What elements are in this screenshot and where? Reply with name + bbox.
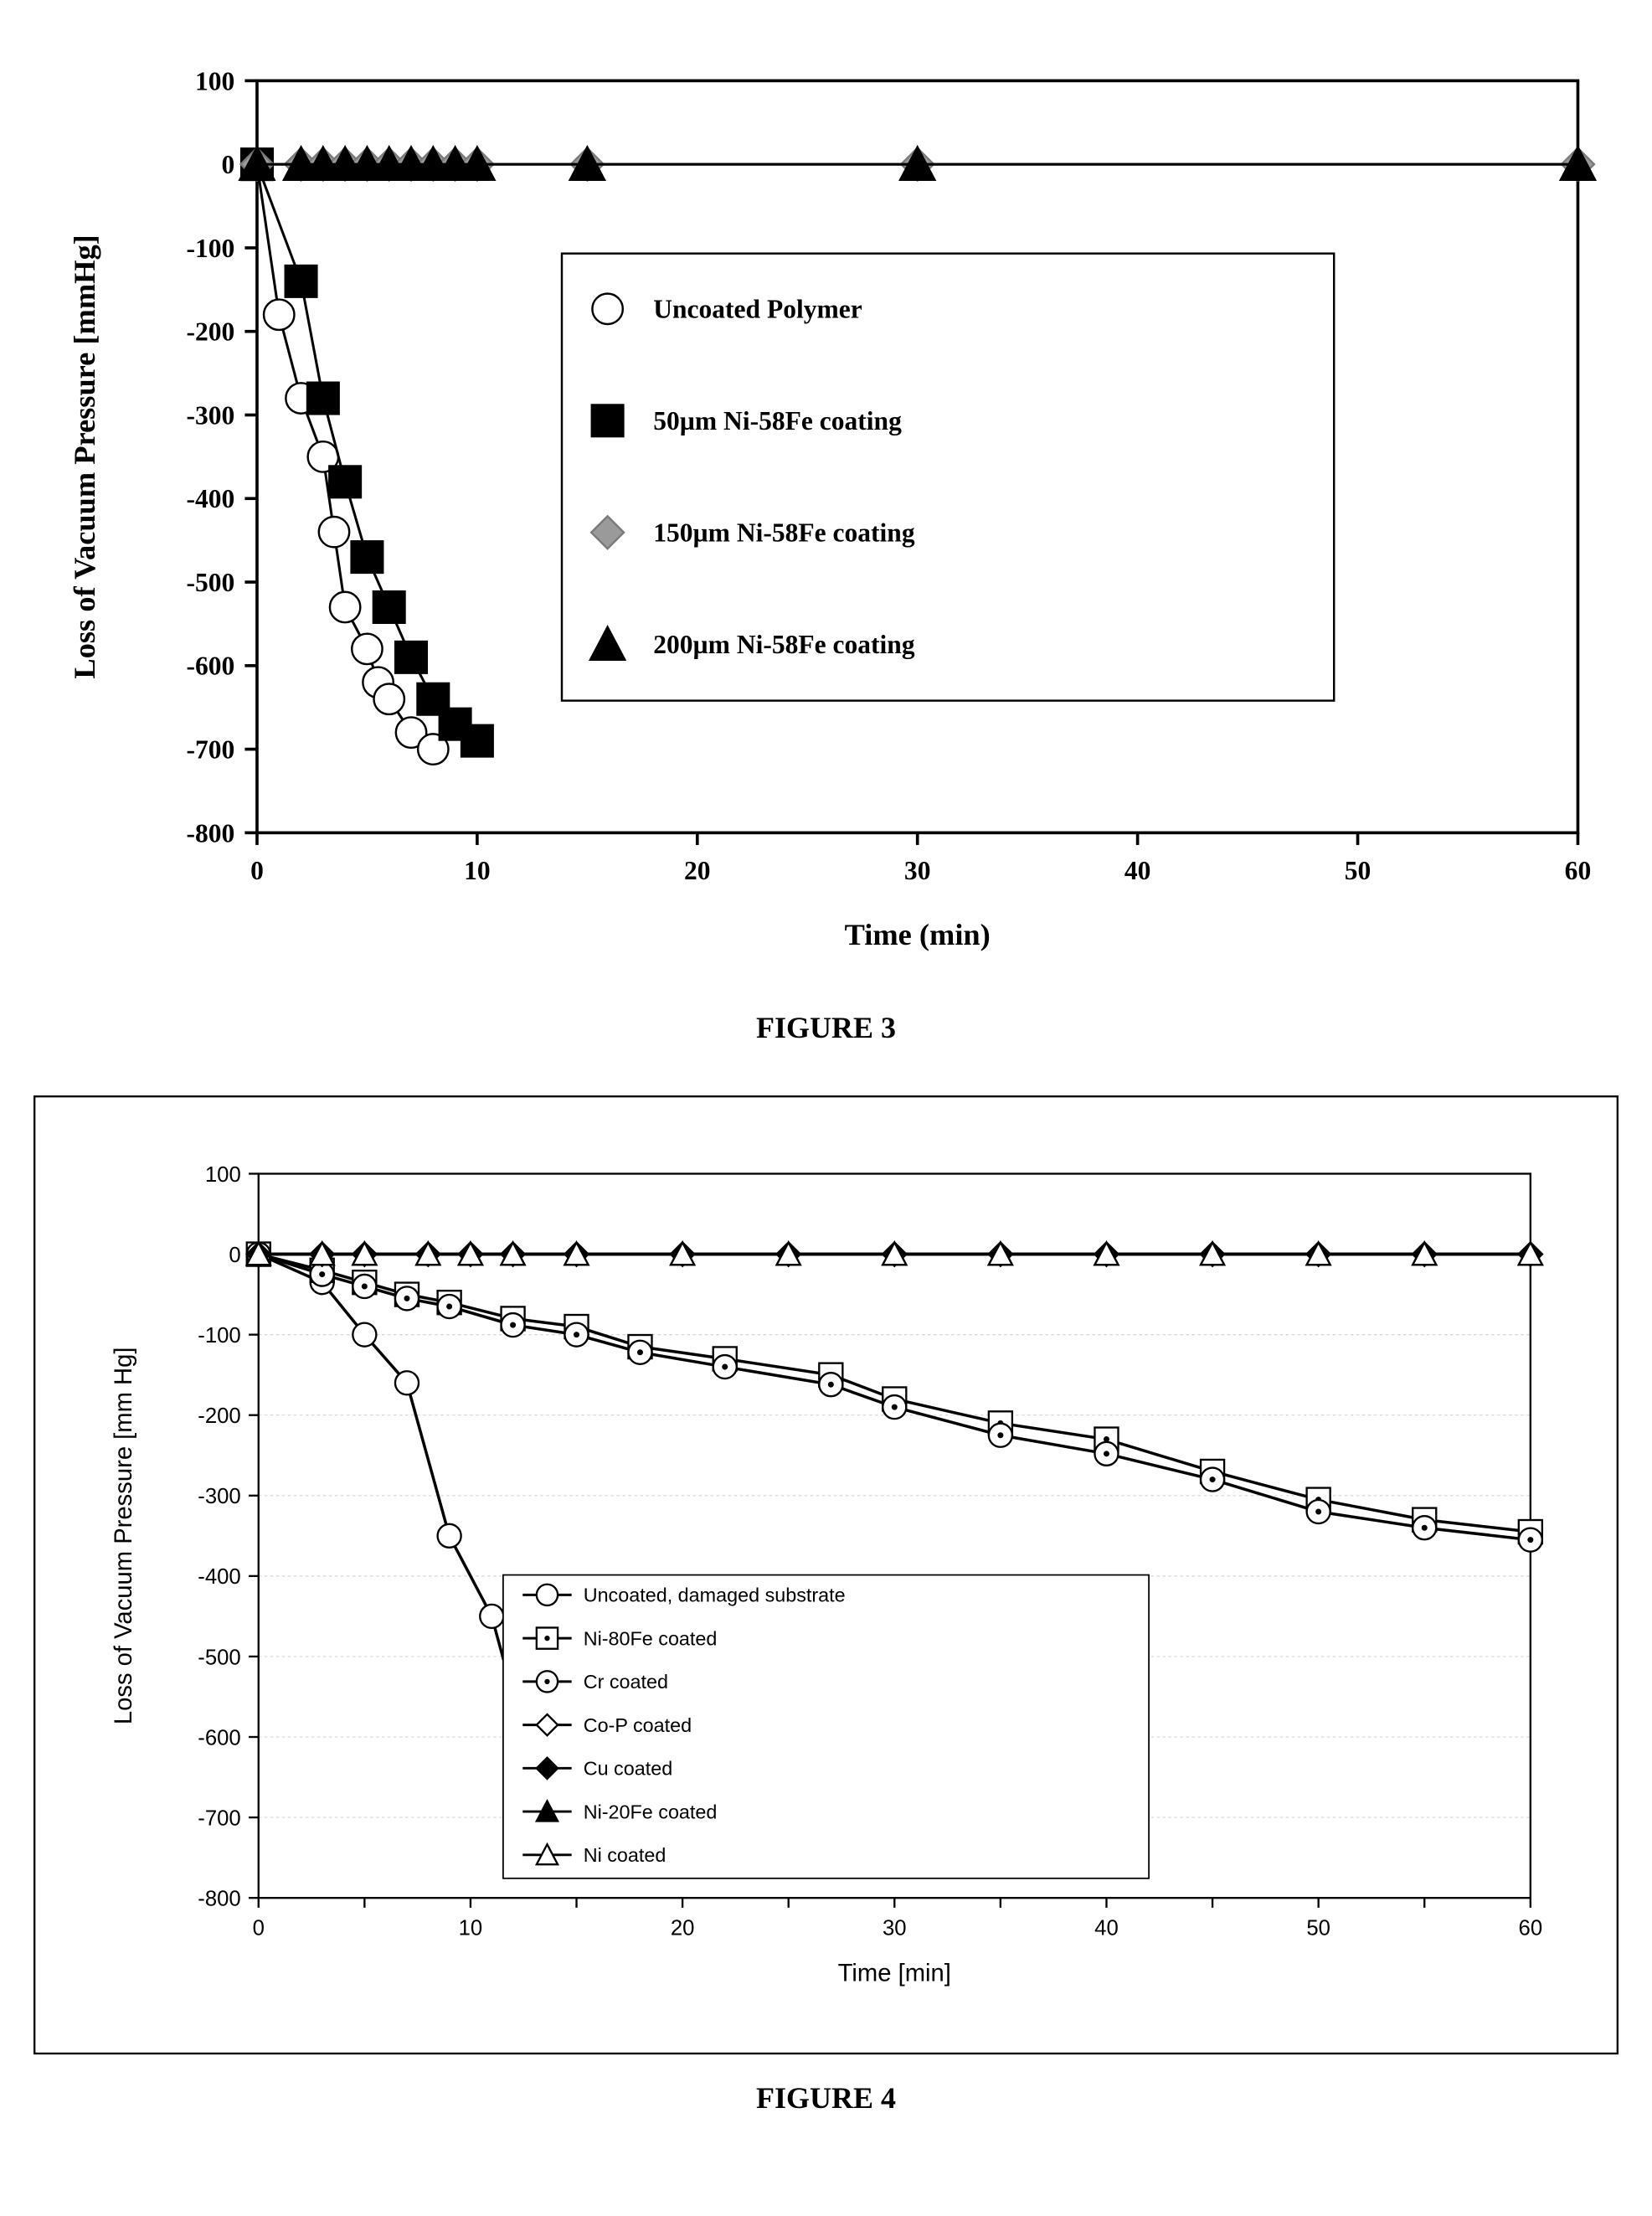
svg-text:60: 60 [1565,856,1592,885]
figure-4-block: 0 10 20 30 40 50 60 -800 -700 -600 -500 -400 -300 -20… [33,1095,1619,2115]
svg-text:100: 100 [195,66,234,95]
svg-text:Ni coated: Ni coated [584,1844,666,1866]
svg-text:-700: -700 [186,735,234,765]
svg-text:20: 20 [684,856,711,885]
svg-text:Time (min): Time (min) [845,918,991,951]
svg-text:Co-P coated: Co-P coated [584,1714,692,1736]
svg-text:0: 0 [250,856,264,885]
svg-text:10: 10 [459,1917,483,1940]
svg-text:-700: -700 [198,1807,240,1831]
svg-text:-200: -200 [198,1404,240,1428]
figure-3-block: 0 10 20 30 40 50 60 -800 -700 -600 -500 -400 -300 -20… [33,50,1619,1045]
svg-text:-400: -400 [186,484,234,513]
svg-text:Loss of Vacuum Pressure [mm Hg: Loss of Vacuum Pressure [mm Hg] [111,1348,137,1725]
svg-text:-100: -100 [198,1324,240,1348]
figure-3-chart: 0 10 20 30 40 50 60 -800 -700 -600 -500 -400 -300 -20… [33,50,1619,985]
svg-text:60: 60 [1519,1917,1543,1940]
svg-text:Cu coated: Cu coated [584,1758,673,1780]
svg-text:50: 50 [1306,1917,1330,1940]
svg-text:-100: -100 [186,234,234,263]
chart-3-svg: 0 10 20 30 40 50 60 -800 -700 -600 -500 -400 -300 -20… [33,50,1619,985]
svg-text:-200: -200 [186,317,234,347]
svg-text:150µm Ni-58Fe coating: 150µm Ni-58Fe coating [653,518,915,548]
svg-text:-400: -400 [198,1566,240,1590]
chart-4-svg: 0 10 20 30 40 50 60 -800 -700 -600 -500 -400 -300 -20… [33,1095,1619,2054]
svg-text:-600: -600 [186,652,234,681]
svg-text:30: 30 [883,1917,907,1940]
svg-text:-800: -800 [198,1888,240,1911]
svg-text:40: 40 [1124,856,1151,885]
svg-text:-300: -300 [198,1486,240,1509]
svg-text:-600: -600 [198,1727,240,1750]
figure-3-caption: FIGURE 3 [33,1010,1619,1045]
svg-text:50µm Ni-58Fe coating: 50µm Ni-58Fe coating [653,406,902,435]
svg-text:30: 30 [904,856,931,885]
svg-text:-800: -800 [186,818,234,848]
figure-4-caption: FIGURE 4 [33,2080,1619,2116]
svg-text:100: 100 [205,1163,241,1187]
svg-text:0: 0 [222,150,235,179]
svg-text:Time [min]: Time [min] [838,1961,951,1987]
svg-text:20: 20 [671,1917,695,1940]
svg-text:50: 50 [1345,856,1372,885]
svg-text:0: 0 [229,1244,240,1267]
svg-text:-500: -500 [198,1647,240,1670]
figure-4-chart: 0 10 20 30 40 50 60 -800 -700 -600 -500 -400 -300 -20… [33,1095,1619,2054]
svg-text:40: 40 [1094,1917,1119,1940]
svg-text:Uncoated Polymer: Uncoated Polymer [653,295,862,324]
svg-text:Ni-80Fe coated: Ni-80Fe coated [584,1628,718,1650]
svg-text:Ni-20Fe coated: Ni-20Fe coated [584,1801,718,1823]
svg-text:200µm Ni-58Fe coating: 200µm Ni-58Fe coating [653,630,915,659]
svg-text:0: 0 [253,1917,265,1940]
svg-text:10: 10 [464,856,491,885]
svg-text:-500: -500 [186,568,234,597]
svg-text:Cr coated: Cr coated [584,1671,668,1693]
svg-text:Uncoated, damaged substrate: Uncoated, damaged substrate [584,1585,846,1606]
svg-text:Loss of Vacuum Pressure [mmHg]: Loss of Vacuum Pressure [mmHg] [68,234,101,678]
svg-text:-300: -300 [186,400,234,430]
